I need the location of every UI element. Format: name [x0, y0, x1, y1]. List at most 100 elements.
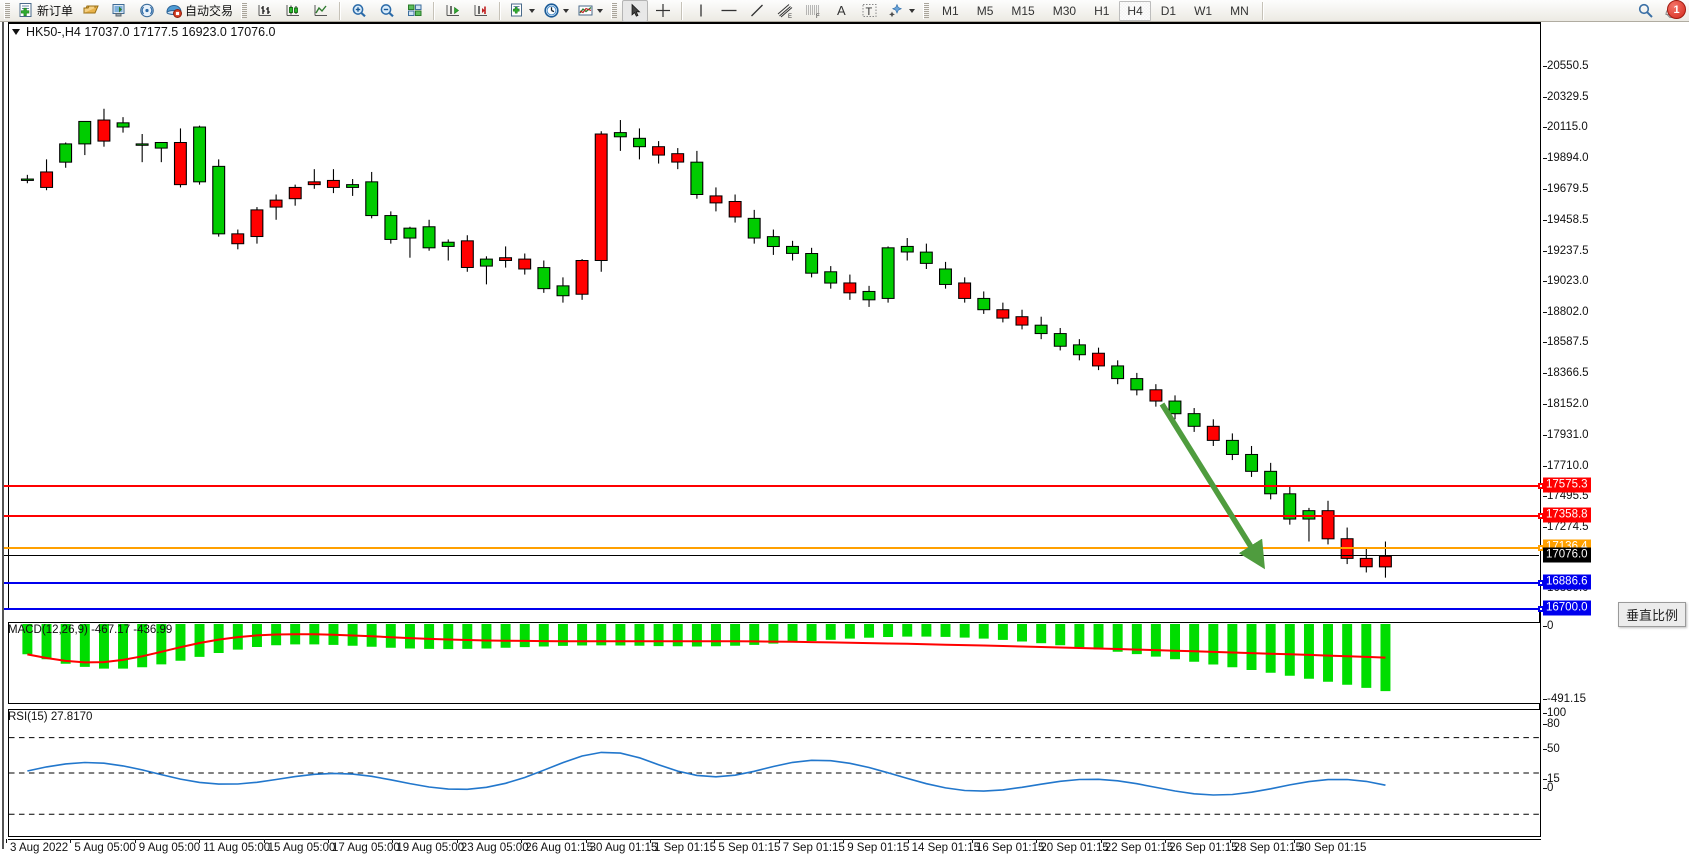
horizontal-line-button[interactable] — [716, 0, 742, 22]
equidistant-channel-button[interactable]: E — [772, 0, 798, 22]
time-axis[interactable]: 3 Aug 2022 5 Aug 05:00 9 Aug 05:00 11 Aug 0… — [5, 839, 1541, 859]
price-tick: 20550.5 — [1543, 60, 1589, 72]
fibonacci-button[interactable]: F — [800, 0, 826, 22]
chart-type-grip[interactable] — [241, 2, 248, 19]
clock-icon — [544, 3, 559, 18]
expert-advisors-button[interactable] — [78, 0, 104, 22]
auto-scroll-button[interactable] — [440, 0, 466, 22]
macd-pane[interactable] — [8, 622, 1541, 704]
toolbar-right-group: 1 — [1637, 0, 1686, 22]
time-tick: 15 Aug 05:00 — [263, 839, 336, 854]
timeframe-h1[interactable]: H1 — [1094, 3, 1110, 18]
timeframe-m1[interactable]: M1 — [942, 3, 959, 18]
time-tick: 9 Sep 01:15 — [843, 839, 910, 854]
price-tick: 19023.0 — [1543, 275, 1589, 287]
text-label-icon: T — [862, 4, 877, 18]
timeframe-grip[interactable] — [923, 2, 930, 19]
chart-plot-area[interactable]: HK50-,H4 17037.0 17177.5 16923.0 17076.0… — [2, 22, 1689, 854]
templates-button[interactable] — [574, 0, 606, 22]
candlestick-icon — [286, 5, 300, 16]
time-tick: 30 Sep 01:15 — [1293, 839, 1367, 854]
indicators-button[interactable] — [506, 0, 538, 22]
chart-shift-button[interactable] — [468, 0, 494, 22]
toolbar-separator-5 — [1261, 1, 1264, 20]
timeframe-h4[interactable]: H4 — [1119, 0, 1151, 21]
symbol-header[interactable]: HK50-,H4 17037.0 17177.5 16923.0 17076.0 — [12, 25, 276, 39]
level-price-tag[interactable]: 17575.3 — [1543, 477, 1591, 493]
signals-button[interactable] — [134, 0, 160, 22]
line-chart-icon — [314, 5, 328, 16]
notifications-button[interactable]: 1 — [1663, 0, 1686, 20]
svg-text:F: F — [816, 14, 820, 19]
timeframe-d1[interactable]: D1 — [1160, 3, 1177, 18]
svg-text:T: T — [865, 6, 872, 18]
macd-tick: -491.15 — [1542, 693, 1587, 705]
cursor-button[interactable] — [622, 0, 649, 22]
toolbar-separator-3 — [499, 1, 502, 20]
level-price-tag[interactable]: 17358.8 — [1543, 507, 1591, 523]
draw-toolbar-grip[interactable] — [611, 2, 618, 19]
bar-chart-button[interactable] — [252, 0, 278, 22]
price-axis[interactable]: 20550.5 20329.5 20115.0 19894.0 19679.5 19458… — [1541, 22, 1689, 837]
timeframe-m5[interactable]: M5 — [976, 3, 994, 18]
level-price-tag[interactable]: 17076.0 — [1543, 547, 1591, 563]
toolbar-separator-4 — [681, 1, 684, 20]
text-button[interactable]: A — [828, 0, 854, 22]
level-line-support[interactable] — [4, 579, 1544, 586]
rsi-tick: 0 — [1542, 782, 1554, 794]
objects-button[interactable] — [884, 0, 918, 22]
chevron-down-icon[interactable] — [563, 8, 570, 13]
chevron-down-icon[interactable] — [909, 8, 916, 13]
data-window-button[interactable] — [106, 0, 132, 22]
timeframe-mn[interactable]: MN — [1230, 3, 1249, 18]
crosshair-button[interactable] — [650, 0, 676, 22]
timeframe-m15[interactable]: M15 — [1011, 3, 1035, 18]
svg-text:E: E — [788, 14, 792, 19]
level-line-pivot[interactable] — [4, 544, 1544, 551]
price-tick: 20115.0 — [1543, 121, 1588, 134]
timeframe-w1[interactable]: W1 — [1194, 3, 1213, 18]
price-tick: 19237.5 — [1543, 244, 1589, 257]
chevron-down-icon[interactable] — [529, 8, 536, 13]
level-line-current-price[interactable] — [4, 555, 1539, 557]
candlestick-chart-button[interactable] — [280, 0, 306, 22]
level-price-tag[interactable]: 16886.6 — [1543, 574, 1591, 590]
price-tick: 19679.5 — [1543, 182, 1589, 195]
autotrading-icon — [166, 4, 183, 18]
new-order-button[interactable]: 新订单 — [15, 0, 76, 22]
zoom-in-button[interactable] — [346, 0, 372, 22]
toolbar-separator-1 — [339, 1, 342, 20]
level-price-tag[interactable]: 16700.0 — [1543, 600, 1591, 616]
autotrading-button[interactable]: 自动交易 — [162, 0, 236, 22]
price-pane[interactable] — [8, 22, 1541, 610]
level-line-resistance[interactable] — [4, 482, 1544, 489]
time-tick: 5 Sep 01:15 — [714, 839, 781, 854]
timeframe-m30[interactable]: M30 — [1052, 3, 1077, 18]
macd-series — [22, 624, 1391, 692]
rsi-tick: 15 — [1543, 773, 1560, 785]
text-label-button[interactable]: T — [856, 0, 882, 22]
crosshair-icon — [656, 4, 671, 17]
level-line-support[interactable] — [4, 606, 1544, 612]
time-tick: 19 Aug 05:00 — [392, 839, 465, 854]
trendline-button[interactable] — [744, 0, 770, 22]
rsi-pane[interactable] — [8, 709, 1541, 837]
vertical-line-button[interactable] — [688, 0, 714, 22]
standard-toolbar-group: 新订单 — [14, 0, 237, 22]
time-tick: 5 Aug 05:00 — [70, 839, 136, 854]
toolbar-grip[interactable] — [4, 2, 10, 19]
rsi-tick: 80 — [1543, 718, 1560, 730]
chevron-down-icon[interactable] — [12, 29, 20, 35]
level-line-resistance[interactable] — [4, 513, 1544, 520]
chart-window[interactable]: HK50-,H4 17037.0 17177.5 16923.0 17076.0… — [0, 22, 1689, 854]
periods-button[interactable] — [540, 0, 572, 22]
search-icon[interactable] — [1637, 2, 1655, 20]
time-tick: 3 Aug 2022 — [5, 839, 69, 854]
tile-windows-button[interactable] — [402, 0, 428, 22]
zoom-out-button[interactable] — [374, 0, 400, 22]
line-chart-button[interactable] — [308, 0, 334, 22]
chevron-down-icon[interactable] — [597, 8, 604, 13]
text-icon: A — [837, 3, 846, 18]
autotrading-label: 自动交易 — [185, 4, 234, 18]
price-tick: 18152.0 — [1543, 397, 1589, 410]
